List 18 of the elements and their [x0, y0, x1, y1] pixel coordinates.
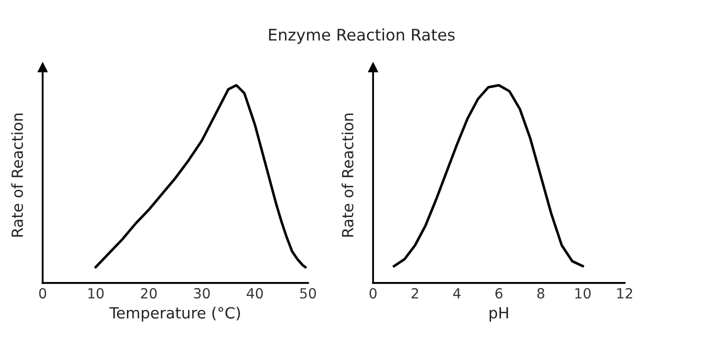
- x-tick-label: 40: [246, 288, 263, 299]
- x-tick-label: 8: [537, 288, 544, 299]
- x-tick-label: 30: [194, 288, 210, 299]
- text: Enzyme Reaction Rates: [269, 28, 455, 44]
- y-axis-title: Rate of Reaction: [11, 114, 24, 237]
- x-tick-label: 12: [617, 288, 632, 298]
- x-tick-label: 10: [88, 288, 104, 299]
- x-tick-label: 10: [575, 288, 591, 299]
- x-tick-label: 6: [495, 288, 502, 299]
- x-tick-label: 20: [140, 288, 157, 299]
- x-tick-label: 0: [39, 288, 46, 299]
- x-tick-label: 0: [370, 288, 377, 299]
- x-tick-label: 2: [412, 288, 418, 298]
- x-axis-title: Temperature (°C): [109, 306, 240, 322]
- x-tick-label: 4: [453, 288, 461, 298]
- x-axis-title: pH: [490, 307, 508, 322]
- y-axis-title: Rate of Reaction: [342, 114, 354, 237]
- x-tick-label: 50: [300, 288, 316, 299]
